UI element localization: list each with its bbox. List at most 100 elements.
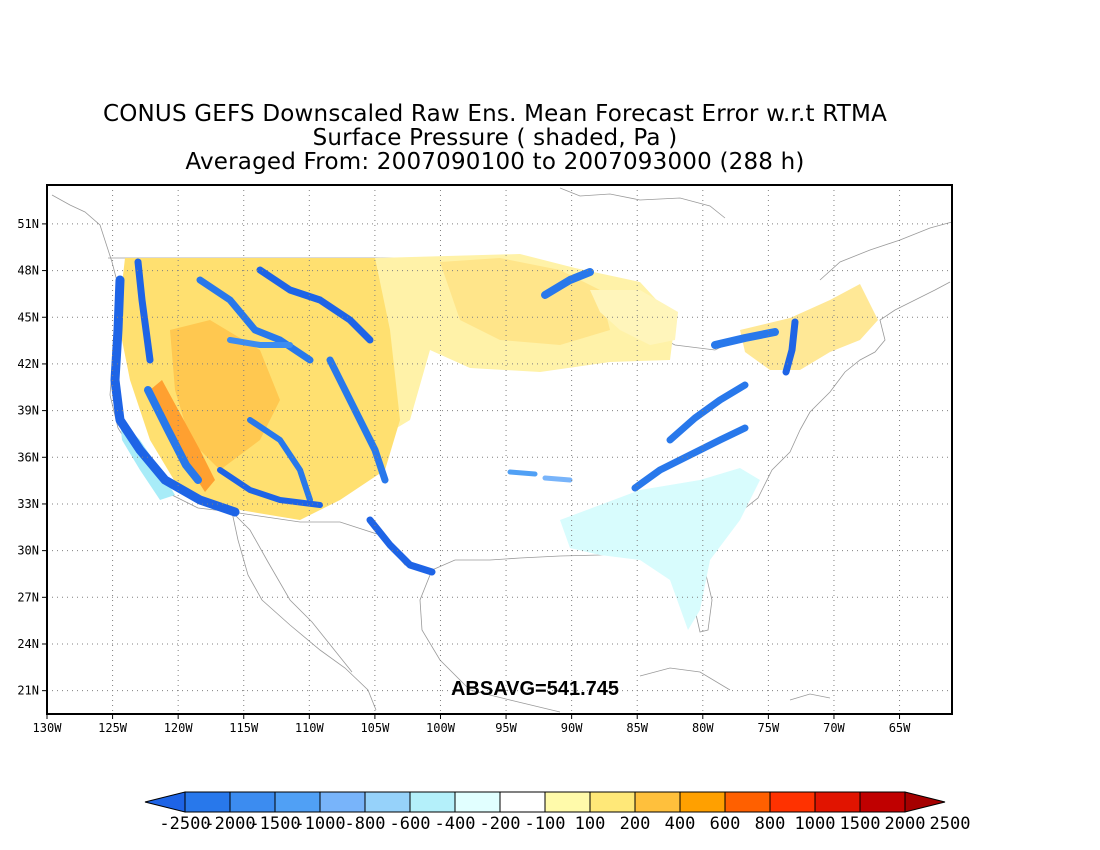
shaded-error-negative-bands bbox=[110, 258, 799, 576]
colorbar-swatch bbox=[409, 791, 456, 813]
lon-tick-label: 105W bbox=[360, 721, 390, 735]
lon-tick-label: 65W bbox=[889, 721, 911, 735]
colorbar-swatch bbox=[724, 791, 771, 813]
colorbar-label: -200 bbox=[480, 814, 521, 834]
colorbar-label: -1500 bbox=[249, 814, 300, 834]
colorbar-label: -1000 bbox=[294, 814, 345, 834]
lat-tick-label: 33N bbox=[17, 497, 39, 511]
lon-tick-label: 85W bbox=[626, 721, 648, 735]
colorbar-swatch bbox=[274, 791, 321, 813]
lon-tick-label: 90W bbox=[561, 721, 583, 735]
colorbar-label: -2000 bbox=[204, 814, 255, 834]
band-pacific-coast bbox=[110, 275, 240, 517]
lat-tick-label: 21N bbox=[17, 684, 39, 698]
colorbar-label: 1000 bbox=[795, 814, 836, 834]
baja-peninsula bbox=[231, 511, 353, 673]
colorbar-label: 2500 bbox=[930, 814, 971, 834]
hudson-bay-coast bbox=[559, 187, 726, 219]
colorbar-label: 400 bbox=[665, 814, 696, 834]
lon-tick-label: 110W bbox=[295, 721, 325, 735]
colorbar: -2500-2000-1500-1000-800 -600 -400 -200 -100… bbox=[144, 791, 971, 834]
gulf-coast bbox=[431, 429, 801, 633]
lon-tick-label: 75W bbox=[758, 721, 780, 735]
lat-tick-label: 42N bbox=[17, 357, 39, 371]
lon-tick-label: 115W bbox=[229, 721, 259, 735]
lon-tick-label: 70W bbox=[823, 721, 845, 735]
colorbar-swatch bbox=[814, 791, 861, 813]
band-rockies-north bbox=[256, 266, 374, 344]
band-cascades bbox=[134, 258, 154, 364]
absavg-annotation: ABSAVG=541.745 bbox=[451, 678, 619, 700]
band-mogollon-rim bbox=[217, 467, 323, 508]
colorbar-swatch bbox=[184, 791, 231, 813]
lat-tick-label: 24N bbox=[17, 637, 39, 651]
shaded-error-field bbox=[118, 254, 878, 630]
colorbar-label: 100 bbox=[575, 814, 606, 834]
band-lake-superior bbox=[541, 268, 594, 299]
shade-ohio-valley-positive bbox=[590, 290, 678, 345]
lat-tick-label: 45N bbox=[17, 310, 39, 324]
cuba-outline bbox=[639, 667, 731, 691]
shade-northeast-positive bbox=[740, 284, 878, 370]
band-colorado-plateau bbox=[247, 417, 313, 503]
lat-tick-label: 36N bbox=[17, 450, 39, 464]
lon-tick-label: 130W bbox=[33, 721, 63, 735]
lat-tick-label: 48N bbox=[17, 264, 39, 278]
colorbar-swatch bbox=[229, 791, 276, 813]
lat-tick-label: 30N bbox=[17, 544, 39, 558]
map-panel: 51N 48N 45N 42N 39N 36N 33N 30N 27N 24N 21N 130W 12… bbox=[17, 184, 953, 735]
lon-tick-label: 95W bbox=[495, 721, 517, 735]
band-appalachians-south bbox=[631, 424, 749, 492]
lon-tick-label: 80W bbox=[692, 721, 714, 735]
colorbar-swatch bbox=[319, 791, 366, 813]
canada-coast bbox=[819, 221, 952, 281]
shade-california-positive bbox=[150, 380, 215, 492]
colorbar-swatch bbox=[859, 791, 906, 813]
lat-tick-label: 27N bbox=[17, 590, 39, 604]
colorbar-swatch bbox=[544, 791, 591, 813]
lat-tick-label: 51N bbox=[17, 217, 39, 231]
map-frame bbox=[46, 184, 953, 715]
colorbar-label: 600 bbox=[710, 814, 741, 834]
latitude-labels: 51N 48N 45N 42N 39N 36N 33N 30N 27N 24N 21N bbox=[17, 217, 47, 698]
colorbar-swatch bbox=[364, 791, 411, 813]
colorbar-label: 800 bbox=[755, 814, 786, 834]
band-new-england bbox=[782, 318, 799, 376]
band-appalachians-north bbox=[666, 381, 749, 444]
lat-tick-label: 39N bbox=[17, 404, 39, 418]
colorbar-label: 200 bbox=[620, 814, 651, 834]
band-arkansas bbox=[507, 469, 538, 477]
band-sierra-nevada bbox=[144, 386, 202, 484]
colorbar-swatch bbox=[769, 791, 816, 813]
title-line-3: Averaged From: 2007090100 to 2007093000 … bbox=[185, 149, 805, 175]
band-snake-river bbox=[227, 337, 293, 348]
title-line-2: Surface Pressure ( shaded, Pa ) bbox=[312, 125, 678, 151]
colorbar-low-arrow bbox=[144, 791, 186, 813]
colorbar-label: 1500 bbox=[840, 814, 881, 834]
colorbar-swatch bbox=[499, 791, 546, 813]
colorbar-swatch bbox=[589, 791, 636, 813]
colorbar-high-arrow bbox=[904, 791, 946, 813]
shade-great-basin-positive bbox=[170, 320, 280, 470]
band-rio-grande bbox=[366, 516, 436, 576]
atlantic-coast bbox=[799, 281, 951, 431]
band-lake-ontario bbox=[711, 328, 779, 349]
lon-tick-label: 100W bbox=[426, 721, 456, 735]
shade-southeast-negative bbox=[560, 468, 760, 630]
colorbar-label: -2500 bbox=[159, 814, 210, 834]
colorbar-label: -800 bbox=[345, 814, 386, 834]
graticule bbox=[47, 185, 952, 714]
lon-tick-label: 125W bbox=[98, 721, 128, 735]
colorbar-label: -100 bbox=[525, 814, 566, 834]
colorbar-label: -400 bbox=[435, 814, 476, 834]
colorbar-label: 2000 bbox=[885, 814, 926, 834]
title-line-1: CONUS GEFS Downscaled Raw Ens. Mean Fore… bbox=[102, 101, 888, 127]
colorbar-label: -600 bbox=[390, 814, 431, 834]
band-ozarks bbox=[542, 475, 573, 483]
colorbar-swatch bbox=[454, 791, 501, 813]
caribbean-outline bbox=[789, 693, 831, 701]
longitude-labels: 130W 125W 120W 115W 110W 105W 100W 95W 90W 85W 80W… bbox=[33, 714, 911, 735]
colorbar-swatch bbox=[634, 791, 681, 813]
lon-tick-label: 120W bbox=[164, 721, 194, 735]
